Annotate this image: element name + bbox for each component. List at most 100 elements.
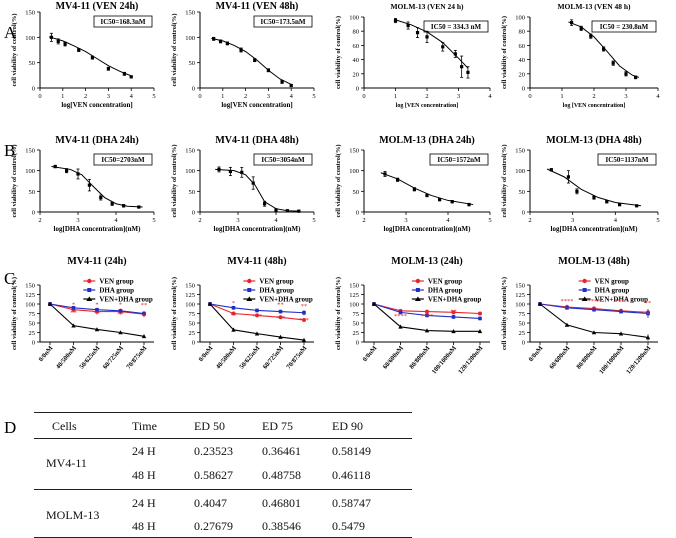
- significance-mark: *: [119, 302, 122, 309]
- x-tick-label: 3: [76, 217, 79, 224]
- x-tick-label: 4: [488, 93, 492, 100]
- chart-title: MV4-11 (VEN 24h): [56, 1, 139, 12]
- y-tick-label: 50: [29, 189, 36, 196]
- panel-label-a: A: [4, 23, 17, 42]
- chart-title: MV4-11 (48h): [227, 256, 286, 267]
- ic50-label: IC50=168.3nM: [100, 18, 145, 26]
- table-cell-ed50: 0.58627: [194, 468, 233, 482]
- data-point: [645, 335, 651, 340]
- data-point: [71, 306, 76, 310]
- x-tick-label: 0/0nM: [528, 345, 545, 363]
- significance-mark: **: [564, 305, 571, 312]
- y-tick-label: 150: [349, 283, 359, 290]
- table-rule-middle: [34, 489, 412, 490]
- data-point: [618, 202, 622, 207]
- y-tick-label: 0: [192, 340, 195, 347]
- data-point: [425, 313, 429, 318]
- data-point: [383, 172, 387, 176]
- table-cell-ed50: 0.23523: [194, 444, 233, 458]
- chart-title: MOLM-13 (24h): [391, 256, 462, 267]
- y-tick-label: 20: [353, 71, 360, 78]
- chart-title: MV4-11 (DHA 24h): [55, 135, 138, 146]
- x-tick-label: 3: [624, 93, 627, 100]
- x-tick-label: 1: [61, 93, 64, 100]
- ic50-box: [253, 153, 313, 166]
- data-point: [634, 75, 638, 79]
- x-tick-label: 3: [571, 217, 574, 224]
- x-axis-label: log [VEN concentration]: [396, 103, 459, 109]
- chart-b4: MOLM-13 (DHA 48h) 0 50 100 150 cell viability…: [501, 135, 660, 233]
- data-point: [255, 308, 259, 313]
- data-point: [278, 309, 283, 314]
- x-tick-label: 2: [198, 217, 201, 224]
- data-point: [302, 310, 306, 315]
- x-tick-label: 80/800nM: [408, 345, 431, 371]
- x-tick-label: 5: [152, 217, 155, 224]
- data-point: [255, 313, 259, 318]
- data-point: [285, 209, 289, 213]
- data-point: [570, 21, 574, 25]
- x-tick-label: 4: [290, 93, 294, 100]
- table-header-cells: Cells: [52, 419, 77, 433]
- significance-mark: ****: [615, 298, 628, 305]
- y-tick-label: 100: [25, 35, 35, 42]
- data-point: [478, 316, 482, 321]
- y-tick-label: 40: [519, 57, 526, 64]
- ic50-label: IC50 = 334.3 nM: [431, 23, 482, 31]
- y-tick-label: 125: [349, 292, 359, 299]
- chart-title: MV4-11 (24h): [67, 256, 126, 267]
- chart-c4: MOLM-13 (48h) 0 25 50 75 100 125 150 cell viabil…: [501, 256, 658, 376]
- y-tick-label: 50: [189, 189, 196, 196]
- y-tick-label: 0: [356, 210, 359, 217]
- y-tick-label: 25: [519, 330, 526, 337]
- data-point: [398, 310, 403, 315]
- x-tick-label: 3: [107, 93, 110, 100]
- ic50-box: [423, 20, 489, 33]
- chart-title: MOLM-13 (DHA 48h): [546, 135, 642, 146]
- x-tick-label: 2: [425, 93, 428, 100]
- data-point: [77, 48, 81, 52]
- data-point: [635, 204, 639, 208]
- x-tick-label: 120/1200nM: [625, 345, 652, 376]
- x-tick-label: 2: [528, 217, 531, 224]
- legend-marker: [414, 296, 421, 301]
- data-point: [280, 80, 284, 84]
- y-tick-label: 150: [515, 148, 525, 155]
- y-tick-label: 50: [519, 321, 526, 328]
- table-cell-group: MV4-11: [46, 456, 87, 470]
- legend-marker: [582, 288, 587, 292]
- significance-mark: *: [478, 310, 481, 317]
- table-header-ed50: ED 50: [194, 419, 225, 433]
- data-point: [575, 189, 579, 193]
- x-tick-label: 2: [592, 93, 595, 100]
- data-point: [624, 72, 628, 76]
- significance-mark: ****: [588, 298, 601, 305]
- x-tick-label: 60/600nM: [548, 345, 571, 371]
- data-point: [212, 37, 216, 41]
- y-axis-label: cell viability of control(%): [11, 14, 18, 87]
- significance-mark: ****: [561, 298, 574, 305]
- chart-title: MOLM-13 (VEN 48 h): [557, 2, 631, 11]
- chart-b1: MV4-11 (DHA 24h) 0 50 100 150 cell viability …: [11, 135, 156, 233]
- y-tick-label: 50: [29, 60, 36, 67]
- legend-label: DHA group: [259, 287, 294, 295]
- data-point: [217, 167, 221, 172]
- x-tick-label: 4: [114, 217, 118, 224]
- data-point: [605, 200, 609, 204]
- y-tick-label: 20: [519, 71, 526, 78]
- data-point: [451, 315, 456, 319]
- y-tick-label: 100: [349, 302, 359, 309]
- data-point: [87, 183, 91, 187]
- table-header-time: Time: [132, 419, 157, 433]
- y-tick-label: 75: [29, 311, 36, 318]
- significance-mark: *: [619, 308, 622, 315]
- table-cell-ed75: 0.46801: [262, 496, 301, 510]
- data-point: [65, 169, 69, 173]
- x-tick-label: 5: [312, 93, 315, 100]
- data-point: [56, 39, 60, 43]
- y-axis-label: cell viability of control(%): [11, 277, 18, 350]
- data-point: [47, 301, 53, 306]
- data-point: [118, 309, 123, 313]
- table-cell-ed75: 0.38546: [262, 519, 301, 533]
